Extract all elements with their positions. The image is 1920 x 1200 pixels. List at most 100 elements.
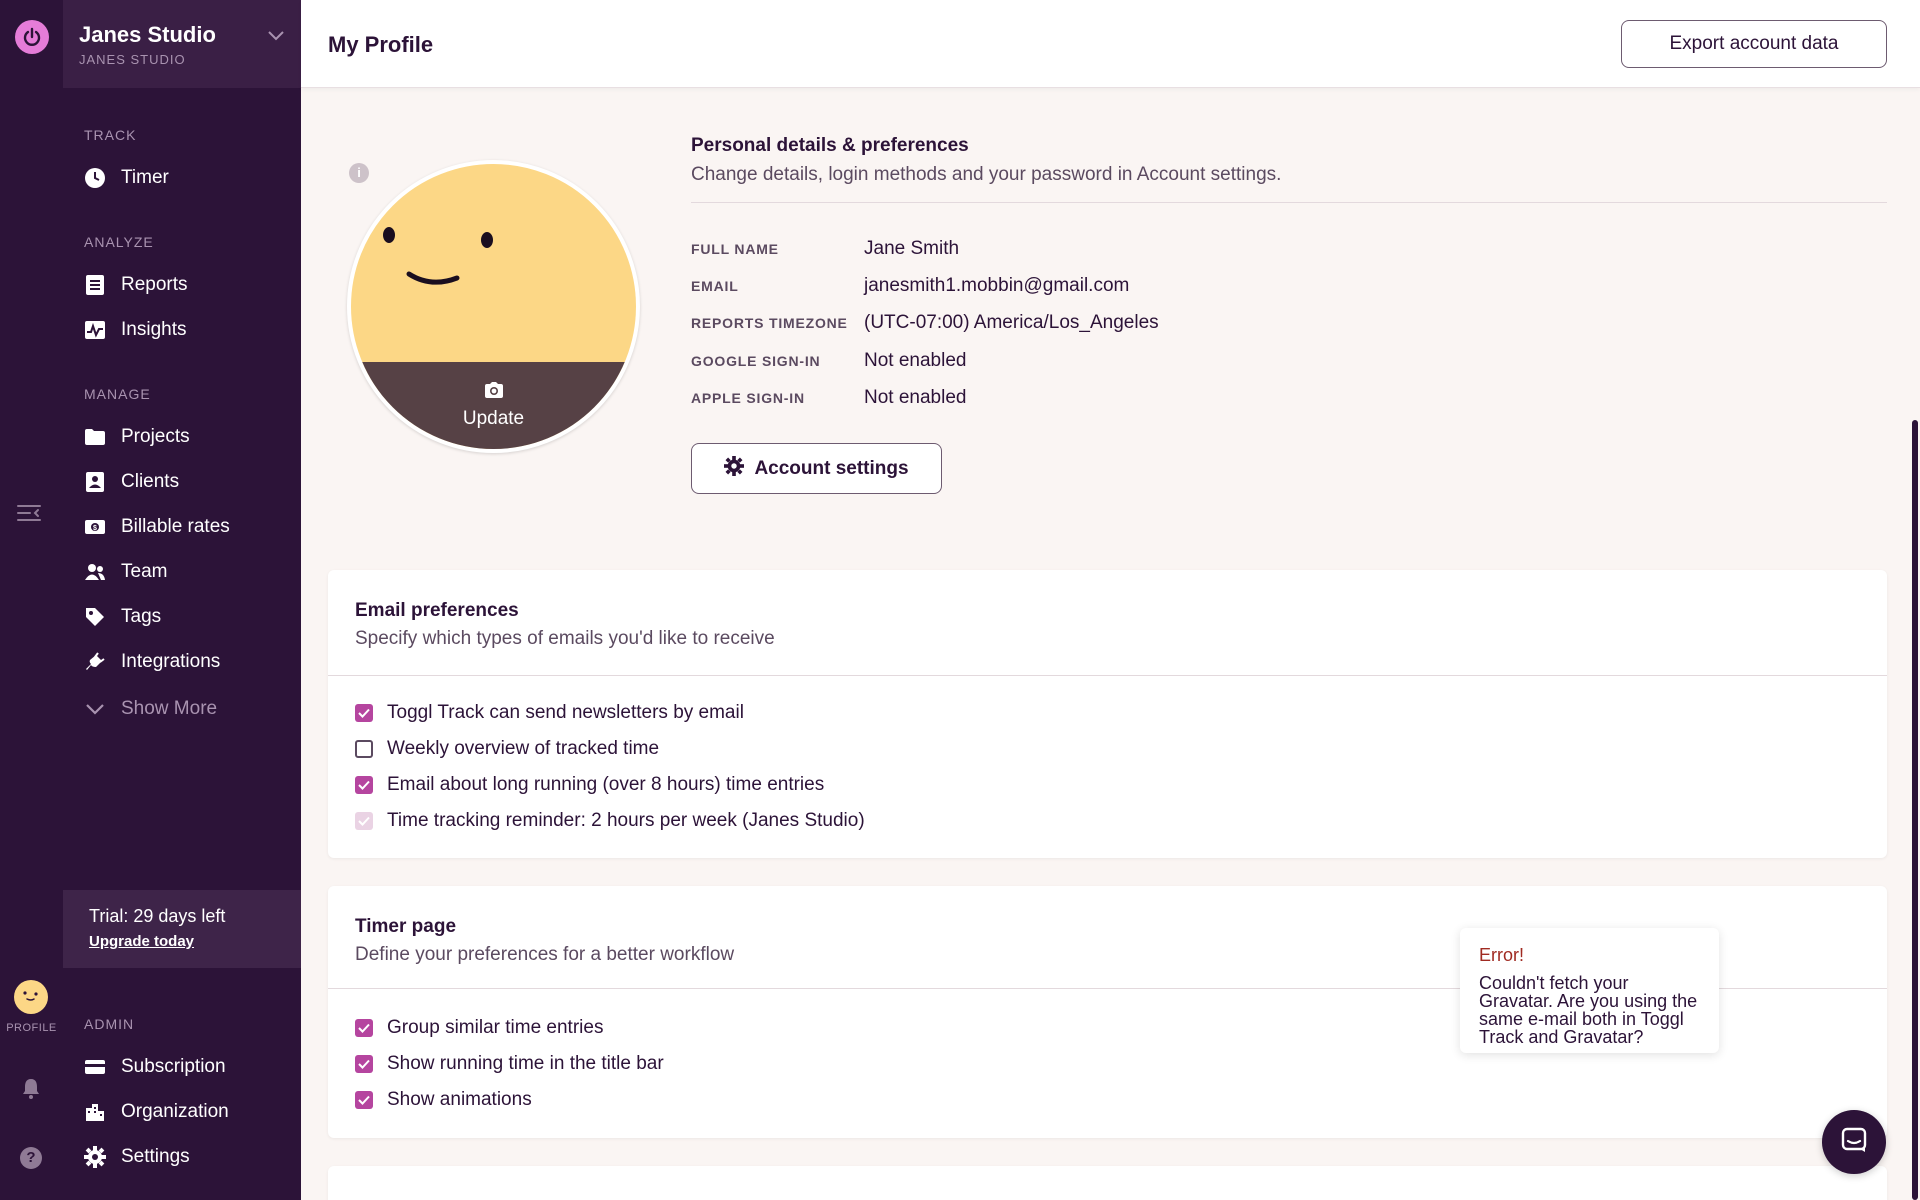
sidebar-item-billable-rates[interactable]: $ Billable rates — [63, 509, 301, 545]
trial-text: Trial: 29 days left — [89, 906, 226, 926]
chat-icon — [1840, 1126, 1868, 1159]
newsletter-checkbox[interactable]: Toggl Track can send newsletters by emai… — [355, 702, 744, 724]
checkbox-label: Show animations — [387, 1089, 532, 1110]
workspace-switcher[interactable]: Janes Studio JANES STUDIO — [63, 0, 301, 88]
checkbox-label: Group similar time entries — [387, 1017, 604, 1038]
page-header: My Profile Export account data — [301, 0, 1920, 88]
collapse-sidebar-icon[interactable] — [16, 502, 44, 524]
profile-picture: Update — [347, 160, 640, 453]
checkbox-checked-icon — [355, 1019, 373, 1037]
sidebar-item-label: Projects — [121, 426, 190, 447]
credit-card-icon — [84, 1056, 106, 1078]
sidebar-item-label: Integrations — [121, 651, 221, 672]
reports-timezone-label: REPORTS TIMEZONE — [691, 315, 848, 331]
group-entries-checkbox[interactable]: Group similar time entries — [355, 1017, 603, 1039]
gear-icon — [724, 456, 745, 481]
long-running-checkbox[interactable]: Email about long running (over 8 hours) … — [355, 774, 824, 796]
card-subtitle: Specify which types of emails you'd like… — [355, 628, 775, 649]
section-analyze: ANALYZE — [84, 234, 154, 250]
export-account-data-button[interactable]: Export account data — [1621, 20, 1887, 68]
trial-banner: Trial: 29 days left Upgrade today — [63, 890, 301, 968]
sidebar-show-more[interactable]: Show More — [63, 691, 301, 727]
sidebar-item-team[interactable]: Team — [63, 554, 301, 590]
sidebar-item-projects[interactable]: Projects — [63, 419, 301, 455]
upgrade-link[interactable]: Upgrade today — [89, 933, 195, 950]
weekly-overview-checkbox[interactable]: Weekly overview of tracked time — [355, 738, 659, 760]
card-subtitle: Define your preferences for a better wor… — [355, 944, 735, 965]
checkbox-label: Time tracking reminder: 2 hours per week… — [387, 810, 865, 831]
sidebar-item-label: Tags — [121, 606, 162, 627]
divider — [328, 675, 1887, 676]
update-photo-button[interactable]: Update — [351, 362, 636, 449]
animations-checkbox[interactable]: Show animations — [355, 1089, 532, 1111]
insights-icon — [84, 319, 106, 341]
info-icon[interactable]: i — [349, 163, 369, 183]
sidebar-item-label: Settings — [121, 1146, 190, 1167]
sidebar-item-timer[interactable]: Timer — [63, 160, 301, 196]
sidebar-item-integrations[interactable]: Integrations — [63, 644, 301, 680]
chat-support-button[interactable] — [1822, 1110, 1886, 1174]
sidebar-item-organization[interactable]: Organization — [63, 1094, 301, 1130]
workspace-name: Janes Studio — [79, 22, 216, 47]
running-time-checkbox[interactable]: Show running time in the title bar — [355, 1053, 664, 1075]
plug-icon — [84, 651, 106, 673]
sidebar-item-label: Billable rates — [121, 516, 230, 537]
sidebar-item-label: Team — [121, 561, 168, 582]
reminder-checkbox: Time tracking reminder: 2 hours per week… — [355, 810, 865, 832]
full-name-value: Jane Smith — [864, 238, 960, 259]
profile-avatar[interactable] — [14, 980, 48, 1014]
checkbox-checked-icon — [355, 776, 373, 794]
svg-text:$: $ — [93, 525, 97, 532]
personal-details-subtitle: Change details, login methods and your p… — [691, 164, 1282, 185]
card-title: Email preferences — [355, 600, 519, 621]
checkbox-label: Weekly overview of tracked time — [387, 738, 660, 759]
checkbox-label: Email about long running (over 8 hours) … — [387, 774, 825, 795]
page-title: My Profile — [328, 32, 434, 57]
reports-icon — [84, 274, 106, 296]
divider — [328, 988, 1887, 989]
email-label: EMAIL — [691, 278, 739, 294]
section-manage: MANAGE — [84, 386, 151, 402]
apple-signin-label: APPLE SIGN-IN — [691, 390, 805, 406]
sidebar-item-label: Subscription — [121, 1056, 226, 1077]
bell-icon[interactable] — [20, 1076, 42, 1100]
email-preferences-card: Email preferences Specify which types of… — [328, 570, 1887, 858]
team-icon — [84, 561, 106, 583]
chevron-down-icon — [267, 28, 285, 41]
checkbox-disabled-icon — [355, 812, 373, 830]
sidebar-item-label: Insights — [121, 319, 187, 340]
google-signin-value: Not enabled — [864, 350, 967, 371]
tag-icon — [84, 606, 106, 628]
sidebar-item-label: Organization — [121, 1101, 229, 1122]
apple-signin-value: Not enabled — [864, 387, 967, 408]
sidebar-item-clients[interactable]: Clients — [63, 464, 301, 500]
workspace-subtitle: JANES STUDIO — [79, 52, 186, 67]
sidebar-item-label: Show More — [121, 698, 218, 719]
dollar-bill-icon: $ — [84, 516, 106, 538]
sidebar-item-subscription[interactable]: Subscription — [63, 1049, 301, 1085]
section-admin: ADMIN — [84, 1016, 135, 1032]
help-icon[interactable]: ? — [20, 1147, 42, 1169]
checkbox-checked-icon — [355, 1091, 373, 1109]
email-value: janesmith1.mobbin@gmail.com — [864, 275, 1130, 296]
card-title: Timer page — [355, 916, 457, 937]
contact-card-icon — [84, 471, 106, 493]
sidebar-item-insights[interactable]: Insights — [63, 312, 301, 348]
folder-icon — [84, 426, 106, 448]
power-logo-icon[interactable] — [15, 20, 49, 54]
account-settings-button[interactable]: Account settings — [691, 443, 942, 494]
checkbox-label: Show running time in the title bar — [387, 1053, 664, 1074]
building-icon — [84, 1101, 106, 1123]
sidebar-item-reports[interactable]: Reports — [63, 267, 301, 303]
error-title: Error! — [1479, 945, 1524, 965]
reports-timezone-value: (UTC-07:00) America/Los_Angeles — [864, 312, 1159, 333]
page-scrollbar[interactable] — [1912, 420, 1918, 1200]
camera-icon — [483, 381, 505, 404]
sidebar-item-settings[interactable]: Settings — [63, 1139, 301, 1175]
sidebar-item-label: Timer — [121, 167, 169, 188]
checkbox-checked-icon — [355, 1055, 373, 1073]
app-rail: PROFILE ? — [0, 0, 63, 1200]
error-toast[interactable]: Error! Couldn't fetch your Gravatar. Are… — [1460, 928, 1719, 1053]
divider — [691, 202, 1887, 203]
sidebar-item-tags[interactable]: Tags — [63, 599, 301, 635]
